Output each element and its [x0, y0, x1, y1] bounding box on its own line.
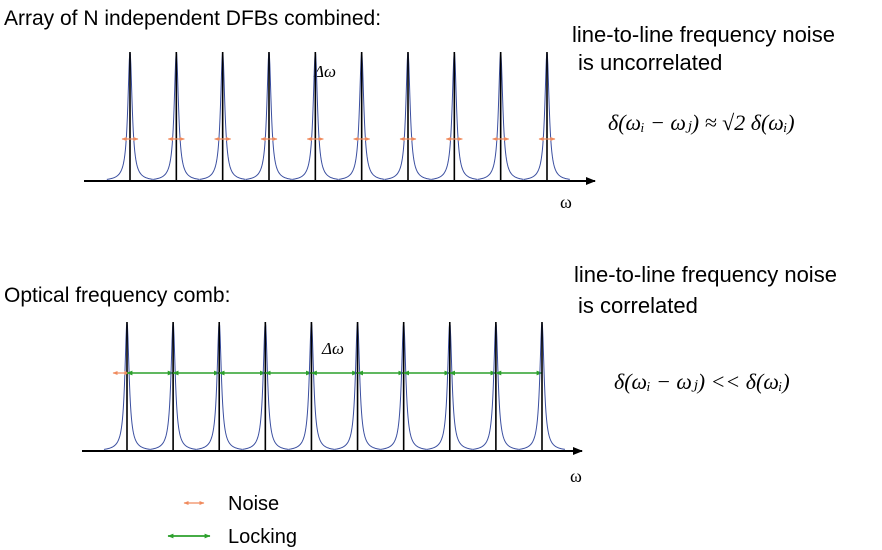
panel-top-spectrum: [106, 52, 570, 181]
legend: Noise Locking: [167, 493, 297, 548]
panel-bottom: Optical frequency comb: line-to-line fre…: [4, 262, 837, 486]
panel-top: Array of N independent DFBs combined: li…: [4, 7, 835, 212]
panel-top-delta-omega: Δω: [313, 62, 336, 81]
panel-bottom-spectrum: [103, 321, 566, 451]
panel-top-note-line2: is uncorrelated: [578, 50, 722, 75]
panel-top-axis-label: ω: [560, 192, 572, 212]
panel-top-note-line1: line-to-line frequency noise: [572, 22, 835, 47]
legend-noise-label: Noise: [228, 493, 279, 515]
legend-locking-label: Locking: [228, 526, 297, 548]
panel-top-formula: δ(ωᵢ − ωⱼ) ≈ √2 δ(ωᵢ): [608, 110, 795, 135]
panel-bottom-note-line1: line-to-line frequency noise: [574, 262, 837, 287]
panel-bottom-title: Optical frequency comb:: [4, 284, 230, 307]
panel-bottom-delta-omega: Δω: [321, 339, 344, 358]
panel-bottom-axis-label: ω: [570, 466, 582, 486]
panel-bottom-note-line2: is correlated: [578, 293, 698, 318]
panel-bottom-formula: δ(ωᵢ − ωⱼ) << δ(ωᵢ): [614, 369, 790, 394]
panel-top-title: Array of N independent DFBs combined:: [4, 7, 381, 30]
